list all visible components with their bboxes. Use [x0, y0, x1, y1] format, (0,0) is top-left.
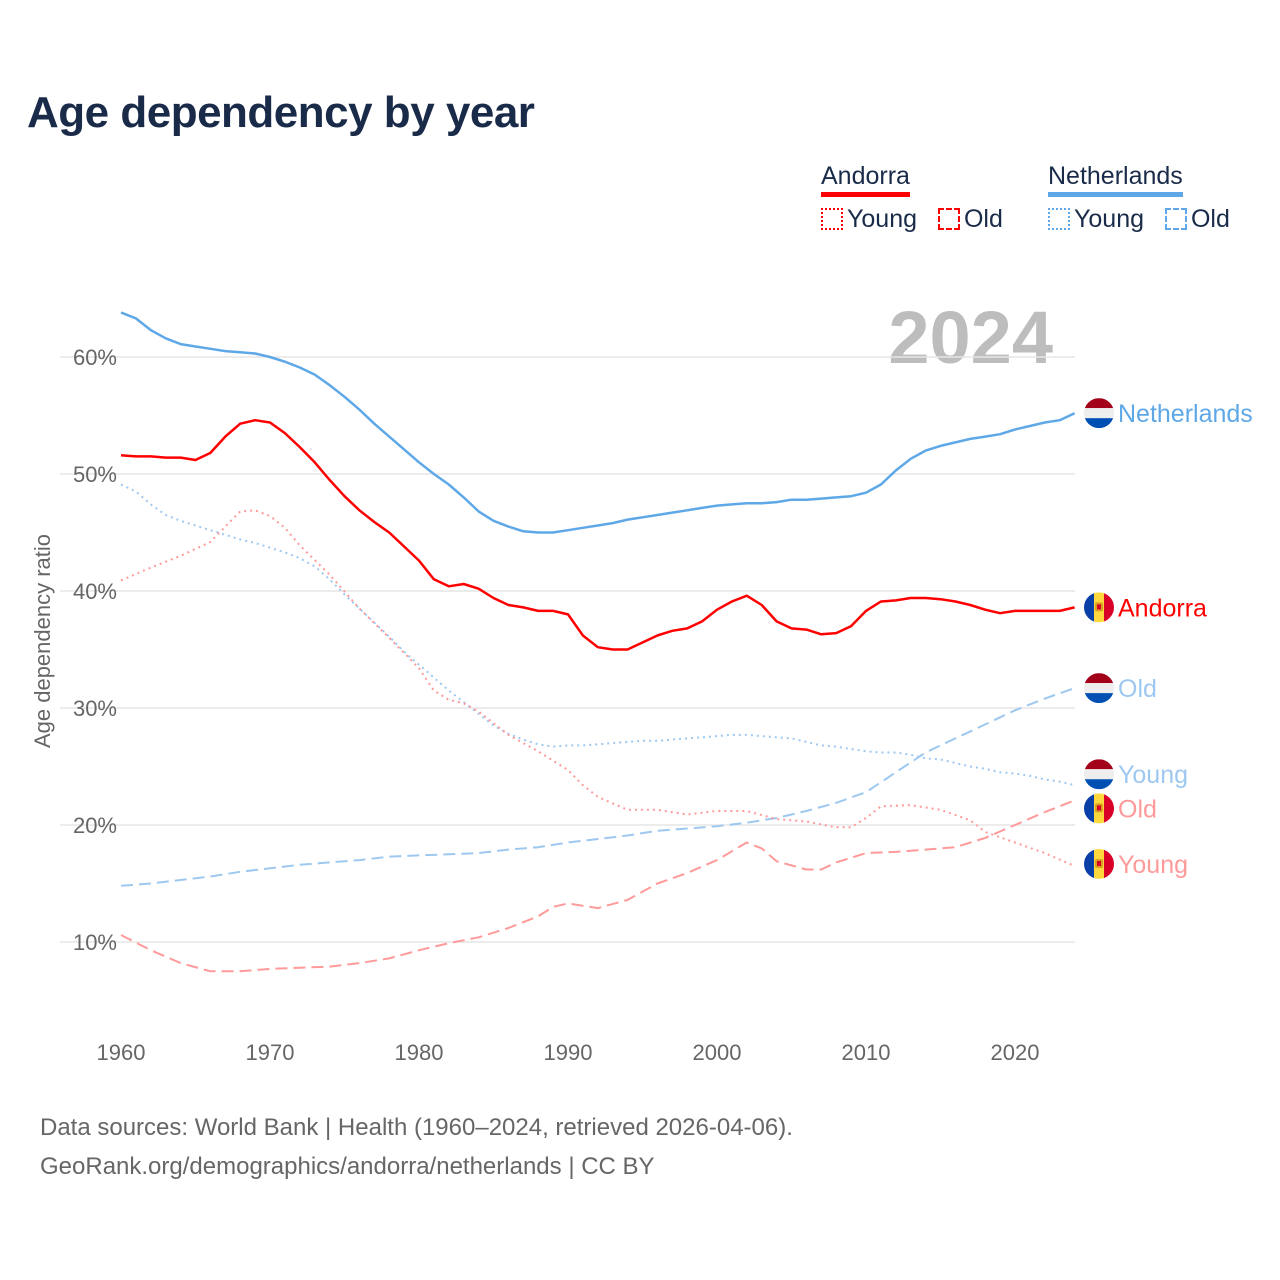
x-tick-label: 2010: [842, 1040, 891, 1065]
netherlands-flag-icon: [1084, 398, 1114, 429]
legend-andorra-old: Old: [963, 205, 1003, 233]
series-line-netherlands-young: [120, 483, 1075, 787]
legend-netherlands-old: Old: [1190, 205, 1230, 233]
y-axis-label: Age dependency ratio: [30, 534, 55, 748]
end-label: Old: [1118, 795, 1157, 823]
end-label: Netherlands: [1118, 400, 1253, 428]
netherlands-flag-icon: [1084, 759, 1114, 790]
y-tick-label: 50%: [73, 462, 117, 487]
dotted-swatch-icon: [821, 208, 843, 230]
end-label: Young: [1118, 851, 1188, 879]
y-tick-label: 60%: [73, 345, 117, 370]
andorra-flag-icon: [1084, 848, 1114, 879]
y-tick-label: 10%: [73, 930, 117, 955]
footer: Data sources: World Bank | Health (1960–…: [40, 1108, 793, 1186]
andorra-flag-icon: [1084, 592, 1114, 623]
legend-andorra-young: Young: [847, 205, 917, 233]
end-label: Old: [1118, 675, 1157, 703]
y-tick-label: 20%: [73, 813, 117, 838]
page-title: Age dependency by year: [27, 88, 535, 137]
year-watermark: 2024: [888, 296, 1053, 379]
x-tick-label: 1970: [246, 1040, 295, 1065]
series-line-andorra-old: [120, 799, 1075, 973]
legend-andorra: Andorra Young Old: [821, 162, 1003, 234]
x-tick-label: 2020: [991, 1040, 1040, 1065]
x-tick-label: 1980: [395, 1040, 444, 1065]
legend-netherlands: Netherlands Young Old: [1048, 162, 1230, 234]
dashed-swatch-icon: [1164, 208, 1187, 230]
legend-netherlands-young: Young: [1074, 205, 1144, 233]
legend-netherlands-title: Netherlands: [1048, 162, 1183, 197]
end-label: Young: [1118, 761, 1188, 789]
x-tick-label: 1960: [97, 1040, 146, 1065]
y-tick-label: 40%: [73, 579, 117, 604]
series-line-netherlands-old: [120, 687, 1075, 887]
dashed-swatch-icon: [937, 208, 960, 230]
source-note: Data sources: World Bank | Health (1960–…: [40, 1114, 793, 1141]
dotted-swatch-icon: [1048, 208, 1070, 230]
series-line-andorra: [120, 418, 1075, 651]
series-line-netherlands: [120, 311, 1076, 534]
source-link[interactable]: GeoRank.org/demographics/andorra/netherl…: [40, 1153, 655, 1180]
netherlands-flag-icon: [1084, 673, 1114, 704]
x-tick-label: 2000: [693, 1040, 742, 1065]
end-label: Andorra: [1118, 594, 1207, 622]
legend-andorra-title: Andorra: [821, 162, 910, 197]
y-tick-label: 30%: [73, 696, 117, 721]
andorra-flag-icon: [1084, 793, 1114, 824]
series-line-andorra-young: [120, 509, 1075, 867]
x-tick-label: 1990: [544, 1040, 593, 1065]
